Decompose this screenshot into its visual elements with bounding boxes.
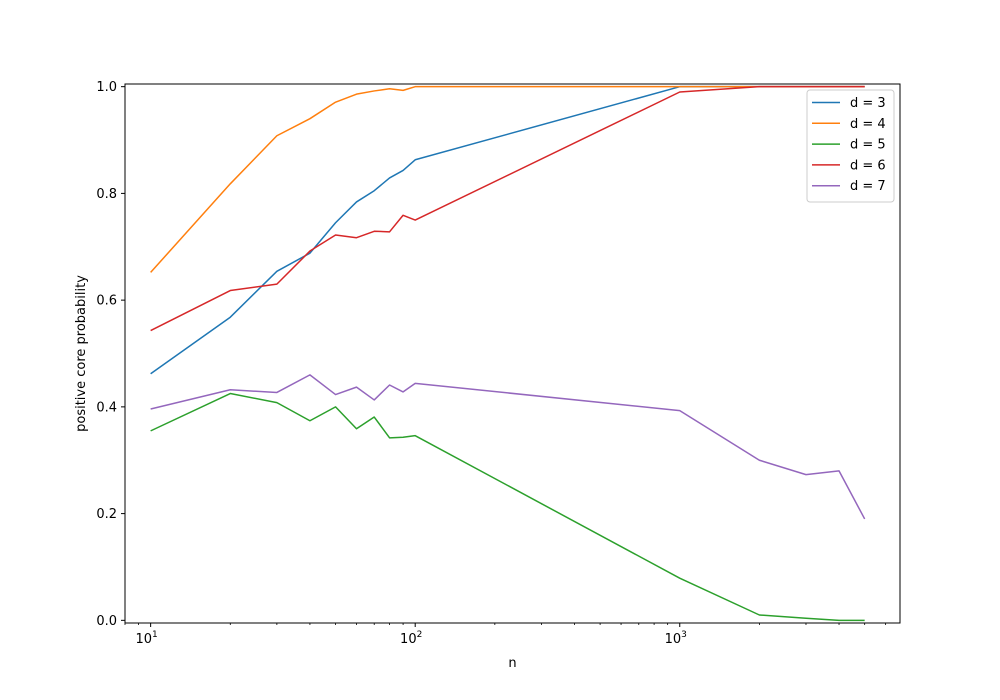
y-tick-label: 0.8 (96, 187, 117, 202)
y-axis-label: positive core probability (74, 275, 89, 432)
legend-label: d = 3 (850, 96, 886, 111)
legend-label: d = 5 (850, 138, 886, 153)
y-tick-label: 0.4 (96, 400, 117, 415)
x-axis-label: n (508, 656, 516, 671)
series-line-5 (150, 374, 866, 520)
legend-label: d = 4 (850, 117, 886, 132)
y-tick-label: 0.6 (96, 294, 117, 309)
series-line-2 (150, 85, 865, 273)
x-tick-label: 102 (400, 630, 422, 647)
legend-label: d = 7 (850, 179, 886, 194)
y-tick-label: 0.0 (96, 614, 117, 629)
x-tick-exponent: 2 (417, 630, 423, 640)
legend-label: d = 6 (850, 158, 886, 173)
plot-frame (124, 83, 901, 624)
ticks: 0.0 0.2 0.4 0.6 0.8 1.0 101 102 103 (96, 80, 887, 647)
y-tick-label: 0.2 (96, 507, 117, 522)
y-tick-label: 1.0 (96, 80, 117, 95)
series-line-4 (150, 85, 865, 332)
x-tick-label: 103 (665, 630, 687, 647)
x-tick-label: 101 (135, 630, 157, 647)
legend: d = 3 d = 4 d = 5 d = 6 d = 7 (806, 89, 895, 203)
x-tick-exponent: 3 (681, 630, 687, 640)
series-group (150, 85, 866, 622)
x-tick-exponent: 1 (152, 630, 158, 640)
series-line-3 (150, 392, 865, 622)
series-line-1 (150, 85, 865, 375)
legend-box (806, 89, 895, 203)
